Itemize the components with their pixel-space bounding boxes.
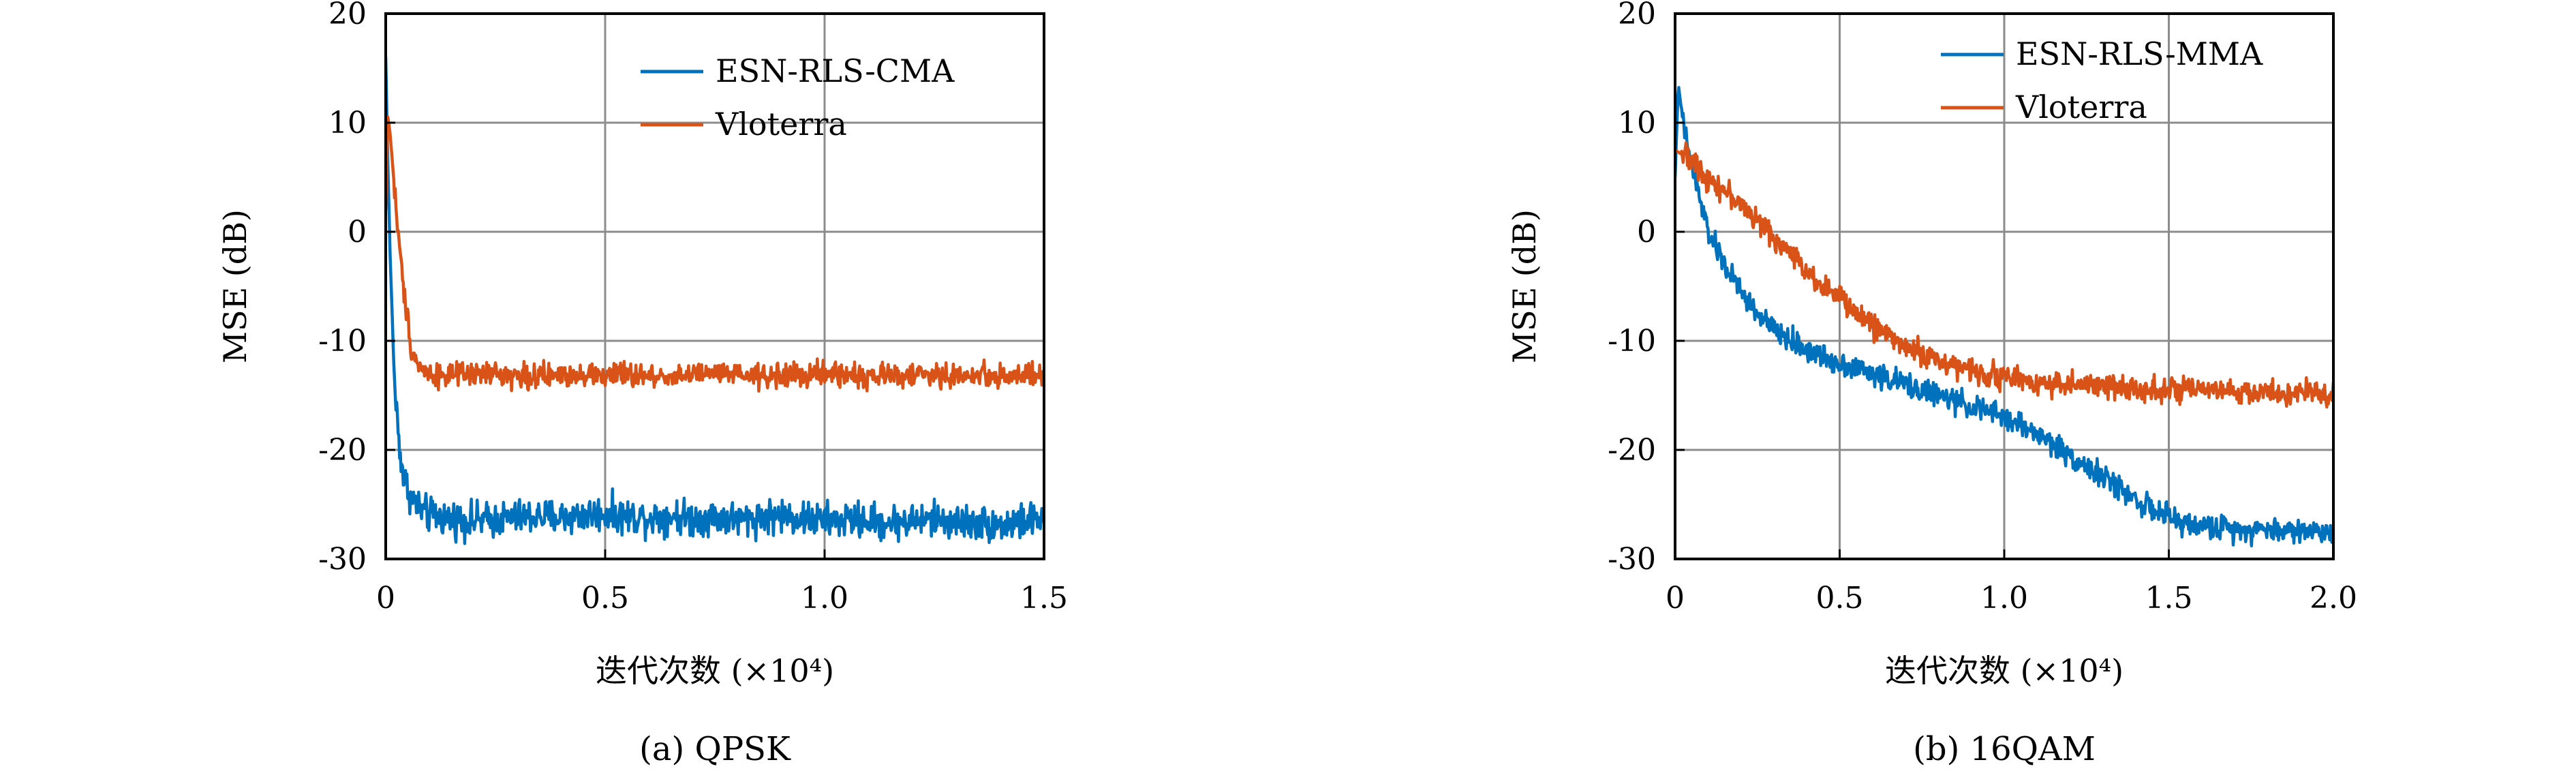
legend-label: ESN-RLS-CMA (716, 52, 955, 89)
series-line-vloterra (1675, 141, 2333, 409)
plot-frame (384, 12, 1045, 560)
x-axis-label: 迭代次数 (×10⁴) (596, 652, 834, 689)
legend-label: Vloterra (2015, 89, 2147, 125)
legend-label: Vloterra (715, 106, 847, 142)
y-tick-label: 20 (328, 0, 367, 31)
y-tick-label: -20 (1608, 433, 1656, 468)
legend-label: ESN-RLS-MMA (2016, 35, 2263, 72)
y-tick-label: -30 (1608, 542, 1656, 577)
y-axis-label: MSE (dB) (217, 209, 254, 363)
x-tick-label: 1.0 (801, 581, 848, 616)
x-tick-label: 1.0 (1980, 581, 2028, 616)
series-line-esn-rls-mma (1675, 86, 2333, 547)
x-tick-label: 1.5 (1020, 581, 1068, 616)
y-tick-label: 10 (1618, 106, 1656, 140)
y-tick-label: 20 (1618, 0, 1656, 31)
y-tick-label: 0 (1637, 215, 1656, 249)
series-line-esn-rls-cma (386, 57, 1044, 545)
x-tick-label: 0 (376, 581, 395, 616)
y-axis-label: MSE (dB) (1506, 209, 1543, 363)
y-tick-label: -10 (1608, 324, 1656, 359)
x-tick-label: 1.5 (2145, 581, 2193, 616)
y-tick-label: 10 (328, 106, 367, 140)
x-tick-label: 0 (1666, 581, 1685, 616)
y-tick-label: 0 (348, 215, 367, 249)
x-tick-label: 0.5 (581, 581, 629, 616)
y-tick-label: -20 (318, 433, 367, 468)
x-tick-label: 2.0 (2310, 581, 2357, 616)
panel-16qam: 0 0.5 1.0 1.5 2.0 20 10 0 -10 -20 -30 迭代次数 (×10⁴) MS… (1506, 0, 2357, 768)
x-axis-label: 迭代次数 (×10⁴) (1885, 652, 2123, 689)
panel-qpsk: 0 0.5 1.0 1.5 20 10 0 -10 -20 -30 迭代次数 (×10⁴) MSE (… (217, 0, 1068, 768)
series-line-vloterra (386, 115, 1044, 393)
panel-caption: (a) QPSK (639, 730, 791, 768)
panel-caption: (b) 16QAM (1913, 730, 2096, 768)
y-tick-label: -10 (318, 324, 367, 359)
x-tick-label: 0.5 (1816, 581, 1864, 616)
y-tick-label: -30 (318, 542, 367, 577)
